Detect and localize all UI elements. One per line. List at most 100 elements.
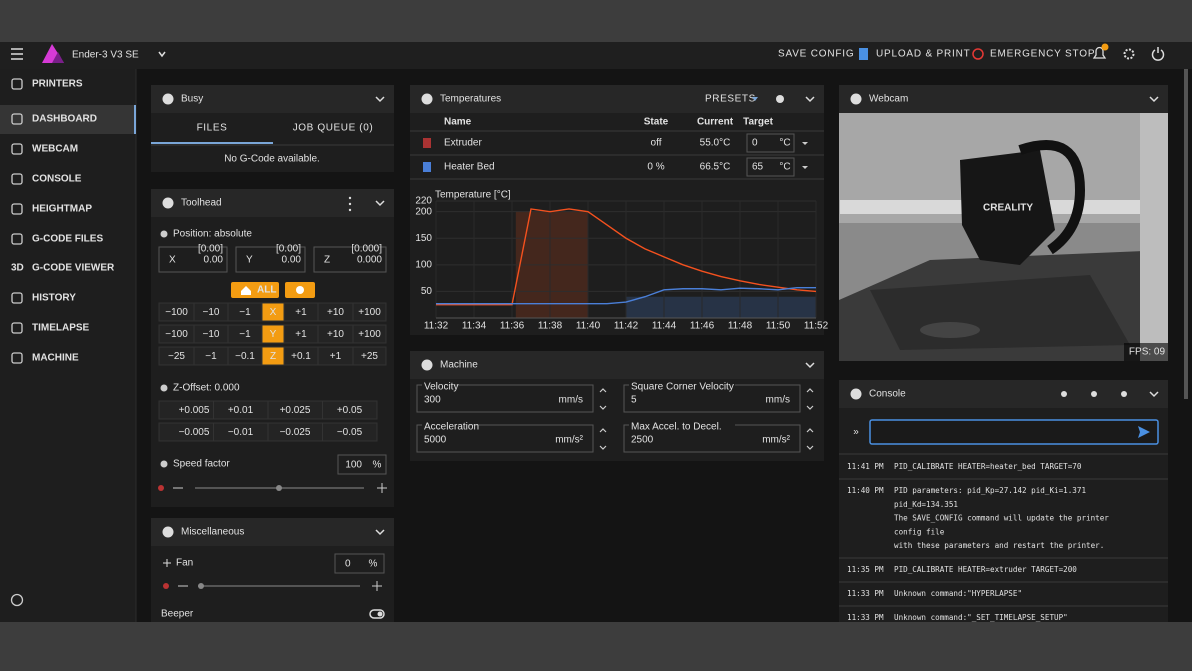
top-action[interactable]: UPLOAD & PRINT xyxy=(876,49,971,60)
field-label: Acceleration xyxy=(424,422,479,433)
busy-panel-header xyxy=(151,85,394,113)
collapse[interactable] xyxy=(1149,96,1159,103)
column-header: Target xyxy=(743,117,773,128)
step-up[interactable] xyxy=(599,428,607,433)
jog-label: +100 xyxy=(358,329,381,340)
nav-item[interactable]: PRINTERS xyxy=(32,79,83,90)
collapse[interactable] xyxy=(1149,391,1159,398)
collapse[interactable] xyxy=(375,200,385,207)
jog-label: +100 xyxy=(358,307,381,318)
machine-input[interactable] xyxy=(416,384,594,413)
top-action[interactable]: EMERGENCY STOP xyxy=(990,49,1095,60)
target-input[interactable] xyxy=(746,157,795,177)
step-down[interactable] xyxy=(599,405,607,410)
nav-icon xyxy=(11,322,23,334)
nav-icon xyxy=(11,113,23,125)
panel-title: Console xyxy=(869,389,906,400)
label-gap xyxy=(629,381,735,389)
step-down[interactable] xyxy=(806,445,814,450)
heater-state: off xyxy=(651,138,662,149)
axis-input[interactable] xyxy=(158,246,228,273)
tab[interactable]: JOB QUEUE (0) xyxy=(293,123,374,134)
log-line: PID parameters: pid_Kp=27.142 pid_Ki=1.3… xyxy=(894,486,1086,495)
presets[interactable]: PRESETS xyxy=(705,94,756,105)
fan-value: 0 xyxy=(345,559,351,570)
icon xyxy=(160,230,168,238)
collapse[interactable] xyxy=(805,96,815,103)
power-icon[interactable] xyxy=(1151,47,1165,61)
webcam-logo: CREALITY xyxy=(983,203,1033,214)
collapse[interactable] xyxy=(375,96,385,103)
field-label: Max Accel. to Decel. xyxy=(631,422,722,433)
jog-button[interactable] xyxy=(352,302,387,322)
nav-item[interactable]: DASHBOARD xyxy=(32,114,97,125)
chevron[interactable] xyxy=(158,51,166,58)
nav-item[interactable]: TIMELAPSE xyxy=(32,323,90,334)
speed-input[interactable] xyxy=(337,454,387,475)
speed-value: 100 xyxy=(345,460,362,471)
help-icon[interactable] xyxy=(10,593,24,607)
jog-button[interactable] xyxy=(352,346,387,366)
nav-item[interactable]: MACHINE xyxy=(32,353,79,364)
webcam-panel-header xyxy=(839,85,1168,113)
fps: FPS: 09 xyxy=(1129,347,1166,358)
step-up[interactable] xyxy=(599,388,607,393)
zoffset-label: −0.05 xyxy=(337,427,363,438)
nav-item[interactable]: G-CODE FILES xyxy=(32,234,103,245)
axis-hint: [0.000] xyxy=(351,244,382,255)
zoffset-button[interactable] xyxy=(322,422,378,442)
panel-icon xyxy=(162,526,174,538)
tab-indicator xyxy=(151,142,273,144)
nav-item[interactable]: HISTORY xyxy=(32,293,76,304)
logo xyxy=(52,52,64,63)
step-down[interactable] xyxy=(599,445,607,450)
target-input[interactable] xyxy=(746,133,795,153)
fan-input[interactable] xyxy=(334,553,385,574)
step-down[interactable] xyxy=(806,405,814,410)
printer-name[interactable]: Ender-3 V3 SE xyxy=(72,50,139,61)
nav-item[interactable]: WEBCAM xyxy=(32,144,78,155)
nav-item[interactable]: G-CODE VIEWER xyxy=(32,263,115,274)
jog-label: +25 xyxy=(361,351,378,362)
axis-input[interactable] xyxy=(235,246,306,273)
column-header: Name xyxy=(444,117,472,128)
bell-icon[interactable] xyxy=(1092,46,1107,59)
settings-icon[interactable] xyxy=(1123,48,1135,60)
zoffset-label: +0.05 xyxy=(337,405,363,416)
beeper-label: Beeper xyxy=(161,609,194,620)
x-tick-label: 11:52 xyxy=(804,321,829,332)
axis-value: 0.00 xyxy=(282,255,302,266)
zoffset-label: +0.01 xyxy=(228,405,254,416)
jog-button[interactable] xyxy=(352,324,387,344)
collapse[interactable] xyxy=(805,362,815,369)
fan-label: Fan xyxy=(176,558,193,569)
field-unit: mm/s xyxy=(559,395,583,406)
zoffset-button[interactable] xyxy=(322,400,378,420)
top-action[interactable]: SAVE CONFIG xyxy=(778,49,854,60)
nav-item[interactable]: CONSOLE xyxy=(32,174,82,185)
axis-input[interactable] xyxy=(313,246,387,273)
toggle[interactable] xyxy=(369,609,385,619)
speed-label: Speed factor xyxy=(173,459,230,470)
x-tick-label: 11:36 xyxy=(500,321,525,332)
zoffset-label: +0.005 xyxy=(179,405,210,416)
console-input[interactable] xyxy=(869,419,1159,445)
log-line: Unknown command:"_SET_TIMELAPSE_SETUP" xyxy=(894,613,1068,622)
step-up[interactable] xyxy=(806,388,814,393)
heater-target: 65 xyxy=(752,162,764,173)
temperatures-panel xyxy=(410,85,824,335)
nav-item[interactable]: HEIGHTMAP xyxy=(32,204,92,215)
field-label: Square Corner Velocity xyxy=(631,382,734,393)
jog-label: Z xyxy=(270,351,276,362)
step-up[interactable] xyxy=(806,428,814,433)
jog-label: −1 xyxy=(205,351,217,362)
panel-title: Busy xyxy=(181,94,203,105)
webcam-shape xyxy=(1140,113,1168,361)
y-tick-label: 200 xyxy=(415,206,432,217)
machine-input[interactable] xyxy=(416,424,594,453)
slider-thumb xyxy=(198,583,204,589)
tab[interactable]: FILES xyxy=(197,123,228,134)
collapse[interactable] xyxy=(375,529,385,536)
send-icon[interactable] xyxy=(1138,426,1150,438)
